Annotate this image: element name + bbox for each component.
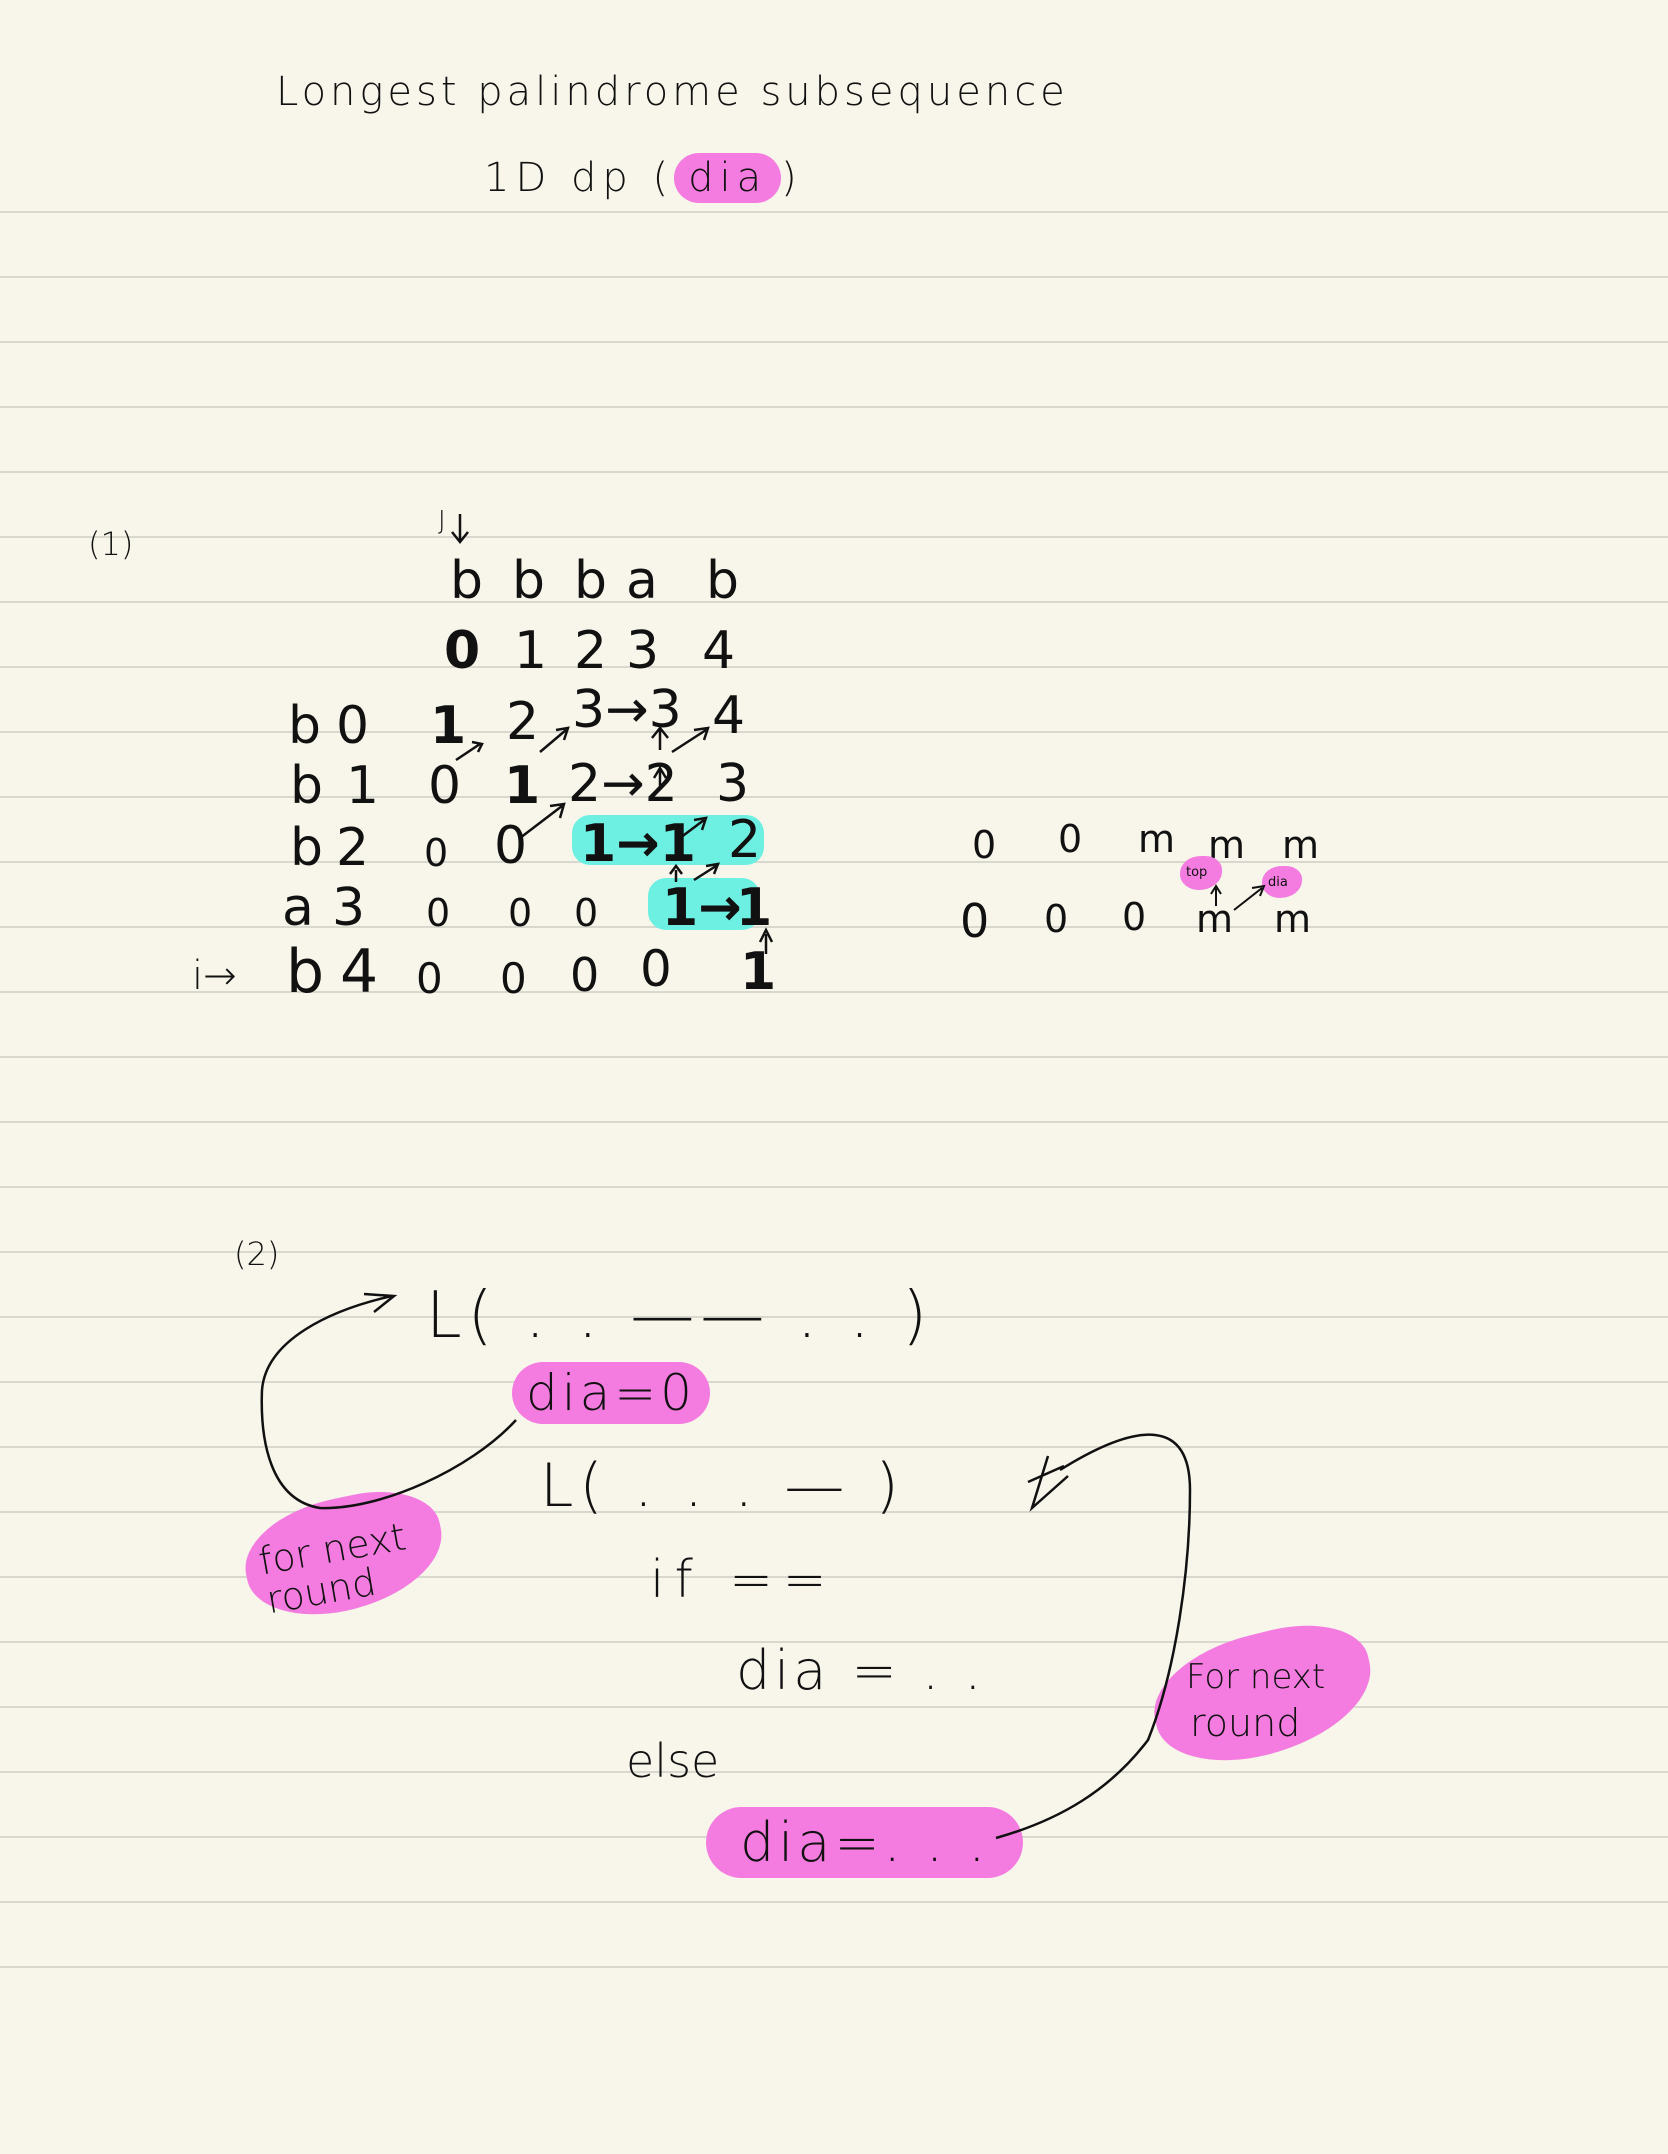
j-marker: J [438,506,446,536]
row-index: 1 [346,756,380,816]
table-cell: 0 [574,891,599,935]
dia-assign2: dia=. . . [706,1807,1024,1878]
table-cell: 1 [740,942,777,1002]
col-index: 4 [702,621,736,681]
outer-loop: L( . . —— . . ) [426,1279,934,1353]
for-next-round-right-line1: For next [1186,1657,1326,1697]
col-index: 3 [626,621,660,681]
section1-label: (1) [88,525,134,563]
side-cell: m [1282,823,1320,867]
side-top-label: top [1186,865,1208,880]
side-cell: m [1196,897,1234,941]
col-index: 2 [574,621,608,681]
section2-label: (2) [234,1235,280,1273]
side-cell: 0 [1058,817,1083,861]
string-char: b [574,551,608,611]
string-char: b [450,551,484,611]
row-index: 2 [336,818,370,878]
side-cell: 0 [972,823,997,867]
row-char: a [282,878,314,938]
else-line: else [626,1734,720,1788]
subtitle-highlight: dia [674,153,782,203]
row-char: b [286,937,325,1007]
row-index: 3 [332,878,366,938]
inner-loop: L( . . . — ) [540,1451,905,1521]
table-cell: 4 [712,686,746,746]
highlight-row2 [572,815,764,865]
side-cell: 0 [960,894,990,948]
row-index: 4 [340,937,379,1007]
if-line: if == [650,1550,837,1610]
row-char: b [288,696,322,756]
subtitle-prefix: 1D dp ( [484,155,675,201]
subtitle: 1D dp (dia) [484,153,803,203]
dia-highlight [1262,866,1302,898]
row-char: b [290,818,324,878]
table-cell: 2 [728,810,762,870]
side-cell: m [1274,897,1312,941]
i-marker: i→ [192,953,237,999]
table-cell: 0 [500,954,527,1003]
table-cell: 1 [430,696,467,756]
table-cell: 0 [416,954,443,1003]
top-highlight [1180,856,1222,890]
dia-assign1: dia = . . [736,1639,986,1702]
table-cell: 1→ [662,878,742,938]
table-cell: 0 [428,756,462,816]
row-index: 0 [336,696,370,756]
page-title: Longest palindrome subsequence [276,69,1069,115]
table-cell: 0 [640,940,672,998]
table-cell: 0 [426,891,451,935]
table-cell: 1 [504,756,541,816]
highlight-row3 [648,878,760,930]
string-char: b [706,551,740,611]
table-cell: 0 [570,948,600,1002]
table-cell: 0 [424,831,449,875]
table-cell: 0 [508,891,533,935]
side-cell: 0 [1122,895,1147,939]
for-next-round-right-line2: round [1190,1701,1301,1745]
table-cell: 1 [736,878,773,938]
col-index: 0 [444,621,481,681]
table-cell: 0 [494,816,528,876]
string-char: a [626,551,658,611]
subtitle-suffix: ) [781,155,803,201]
table-cell: 1→1 [580,814,696,874]
string-char: b [512,551,546,611]
side-dia-label: dia [1268,875,1288,890]
table-cell: 3 [716,754,750,814]
side-cell: m [1138,817,1176,861]
col-index: 1 [514,621,548,681]
row-char: b [290,756,324,816]
table-cell: 3→3 [572,680,682,740]
dia-init: dia=0 [512,1362,710,1424]
table-cell: 2 [506,692,540,752]
side-cell: 0 [1044,897,1069,941]
